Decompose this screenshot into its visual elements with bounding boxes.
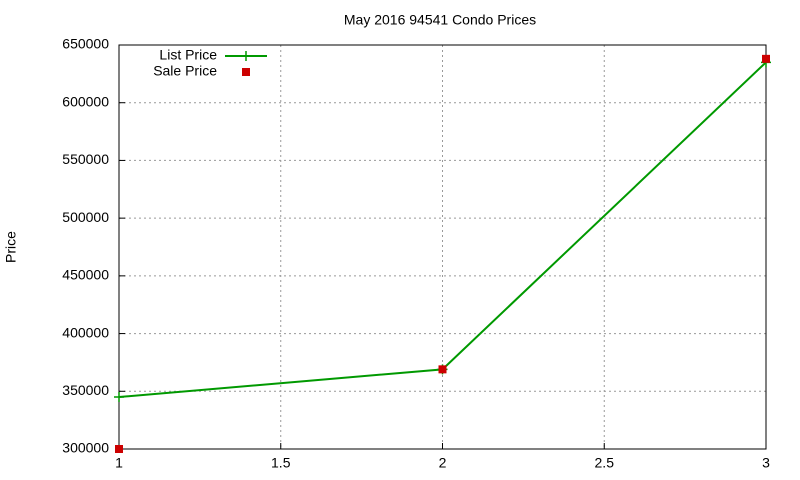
x-tick-label: 2: [439, 455, 447, 471]
chart-title: May 2016 94541 Condo Prices: [344, 12, 536, 28]
y-tick-label: 300000: [62, 440, 109, 456]
y-tick-label: 450000: [62, 267, 109, 283]
y-tick-label: 550000: [62, 151, 109, 167]
plot-border: [118, 44, 767, 450]
y-tick-label: 600000: [62, 93, 109, 109]
legend-marker: [242, 68, 250, 76]
y-tick-label: 400000: [62, 324, 109, 340]
y-tick-label: 650000: [62, 36, 109, 52]
point: [762, 54, 770, 63]
point: [438, 365, 447, 374]
y-tick-label: 500000: [62, 209, 109, 225]
point: [115, 445, 123, 453]
legend-label: Sale Price: [153, 63, 217, 79]
point: [114, 392, 124, 403]
y-axis-label: Price: [3, 231, 19, 263]
legend-marker: [241, 51, 251, 61]
x-tick-label: 3: [762, 455, 770, 471]
x-tick-label: 1.5: [271, 455, 291, 471]
x-tick-label: 2.5: [595, 455, 615, 471]
legend-label: List Price: [159, 47, 217, 63]
y-tick-label: 350000: [62, 382, 109, 398]
x-tick-label: 1: [115, 455, 123, 471]
